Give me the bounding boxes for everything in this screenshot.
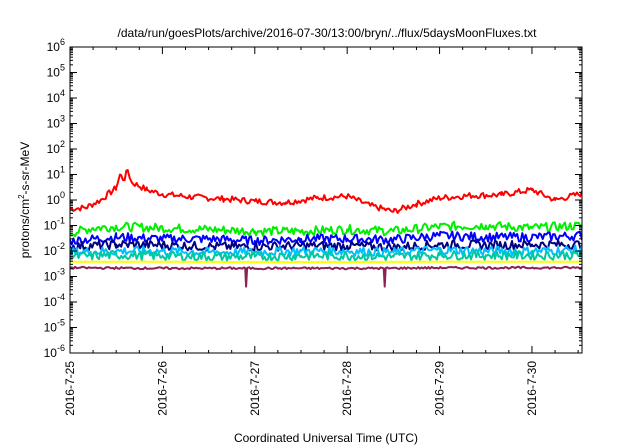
y-axis-label-sup: 2 <box>17 194 26 199</box>
series-line <box>70 239 582 253</box>
y-tick-label: 106 <box>47 37 65 54</box>
x-tick-label: 2016-7-26 <box>155 361 169 416</box>
y-axis-label-suffix: -s-sr-MeV <box>18 142 32 195</box>
y-tick-label: 100 <box>47 190 65 207</box>
y-tick-label: 10-3 <box>44 267 65 284</box>
y-axis: 10-6 10-5 10-4 10-3 10-2 10-1 100 101 102 103 104 1… <box>44 37 582 360</box>
x-tick-label: 2016-7-27 <box>248 361 262 416</box>
series-line <box>70 169 582 214</box>
y-tick-label: 101 <box>47 165 65 182</box>
x-tick-label: 2016-7-28 <box>340 361 354 416</box>
series-layer <box>70 169 582 288</box>
y-tick-label: 10-2 <box>44 241 65 258</box>
y-tick-label: 10-6 <box>44 343 65 360</box>
y-tick-label: 102 <box>47 139 65 156</box>
series-line <box>70 265 582 288</box>
y-axis-label-prefix: protons/cm <box>18 199 32 258</box>
y-tick-label: 10-5 <box>44 318 65 335</box>
x-axis: 2016-7-25 2016-7-26 2016-7-27 2016-7-28 2016… <box>63 47 579 416</box>
x-tick-label: 2016-7-25 <box>63 361 77 416</box>
y-tick-label: 104 <box>47 88 65 105</box>
y-tick-label: 103 <box>47 114 65 131</box>
series-line <box>70 260 582 264</box>
chart-title: /data/run/goesPlots/archive/2016-07-30/1… <box>118 26 538 40</box>
y-axis-label: protons/cm2-s-sr-MeV <box>17 142 32 258</box>
y-tick-label: 10-4 <box>44 292 65 309</box>
x-tick-label: 2016-7-30 <box>525 361 539 416</box>
y-tick-label: 10-1 <box>44 216 65 233</box>
y-tick-label: 105 <box>47 63 65 80</box>
x-axis-label: Coordinated Universal Time (UTC) <box>234 431 418 445</box>
series-line <box>70 230 582 247</box>
series-line <box>70 220 582 238</box>
series-line <box>70 249 582 262</box>
x-tick-label: 2016-7-29 <box>433 361 447 416</box>
